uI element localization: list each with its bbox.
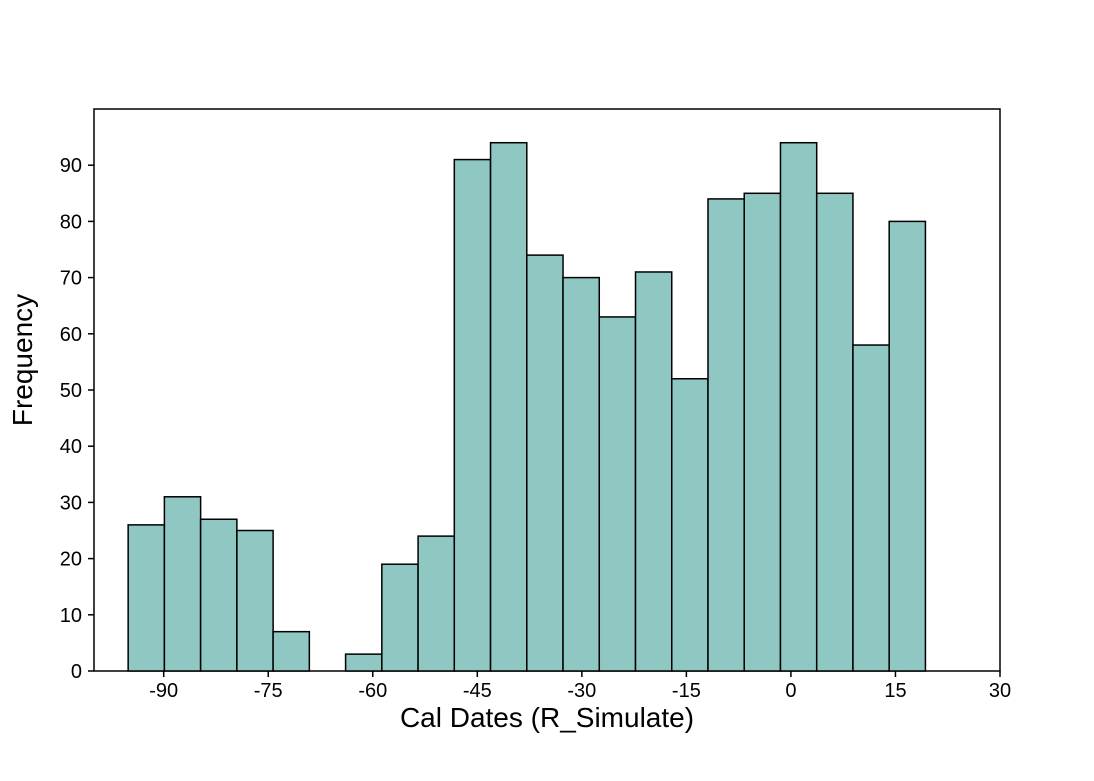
x-tick-label: 30 <box>989 680 1011 702</box>
histogram-bar <box>272 630 311 672</box>
y-tick-label: 80 <box>60 211 82 233</box>
y-tick-label: 10 <box>60 605 82 627</box>
histogram-bar <box>417 535 456 672</box>
x-axis-ticks: -90 -75 -60 -45 -30 -15 0 15 30 <box>149 671 1011 702</box>
histogram-bar <box>562 276 601 672</box>
histogram-bar <box>852 344 890 672</box>
histogram-bar <box>199 518 238 672</box>
histogram-bar <box>489 141 528 672</box>
histogram-bar <box>236 529 274 672</box>
histogram-bar <box>888 220 927 672</box>
x-tick-label: -30 <box>567 680 596 702</box>
y-axis-title: Frequency <box>7 294 38 426</box>
x-tick-label: -75 <box>254 680 283 702</box>
histogram-bar <box>344 653 383 672</box>
histogram-bar <box>634 271 673 672</box>
histogram-bar <box>779 141 818 672</box>
y-axis-ticks: 0 10 20 30 40 50 60 70 80 90 <box>60 155 94 683</box>
x-tick-label: -15 <box>672 680 701 702</box>
x-tick-label: -60 <box>358 680 387 702</box>
histogram-bar <box>743 192 782 672</box>
histogram-bar <box>381 563 419 672</box>
bars-group <box>127 141 927 672</box>
histogram-bar <box>707 198 745 672</box>
y-tick-label: 0 <box>71 661 82 683</box>
y-tick-label: 90 <box>60 155 82 177</box>
x-axis-title: Cal Dates (R_Simulate) <box>400 702 694 733</box>
x-tick-label: 0 <box>785 680 796 702</box>
x-tick-label: -45 <box>463 680 492 702</box>
y-tick-label: 20 <box>60 549 82 571</box>
histogram-bar <box>526 254 564 672</box>
y-tick-label: 30 <box>60 492 82 514</box>
histogram-bar <box>671 378 709 672</box>
histogram-bar <box>127 524 166 672</box>
histogram-bar <box>815 192 854 672</box>
y-tick-label: 40 <box>60 436 82 458</box>
x-tick-label: -90 <box>149 680 178 702</box>
y-tick-label: 70 <box>60 268 82 290</box>
y-tick-label: 60 <box>60 324 82 346</box>
histogram-bar <box>453 158 492 672</box>
histogram-bar <box>598 316 637 672</box>
y-tick-label: 50 <box>60 380 82 402</box>
x-tick-label: 15 <box>884 680 906 702</box>
histogram-bar <box>163 496 202 672</box>
